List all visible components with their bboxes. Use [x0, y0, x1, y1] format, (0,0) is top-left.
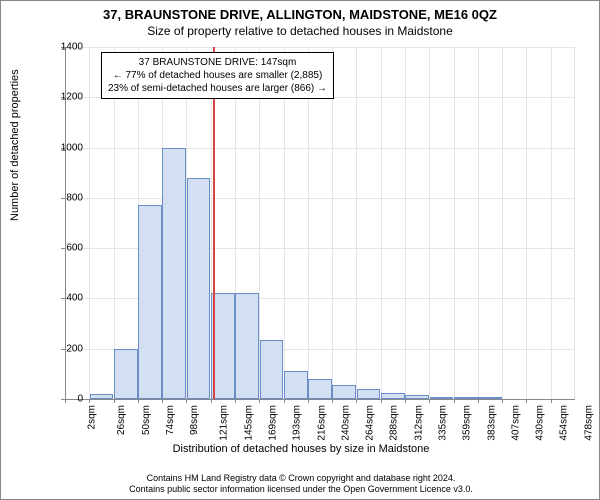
y-tick-label: 1200	[61, 92, 83, 103]
x-tick-label: 312sqm	[413, 405, 424, 441]
histogram-bar	[162, 148, 186, 399]
info-line: 37 BRAUNSTONE DRIVE: 147sqm	[108, 56, 327, 69]
x-tick-label: 454sqm	[559, 405, 570, 441]
info-line: 23% of semi-detached houses are larger (…	[108, 82, 327, 95]
y-tick-label: 200	[66, 343, 83, 354]
info-box: 37 BRAUNSTONE DRIVE: 147sqm← 77% of deta…	[101, 52, 334, 99]
x-tick-label: 216sqm	[316, 405, 327, 441]
histogram-bar	[260, 340, 284, 399]
x-tick-label: 145sqm	[243, 405, 254, 441]
x-tick-label: 240sqm	[340, 405, 351, 441]
footer-attribution: Contains HM Land Registry data © Crown c…	[1, 473, 600, 496]
x-tick-label: 50sqm	[141, 405, 152, 435]
x-tick-label: 383sqm	[486, 405, 497, 441]
histogram-bar	[138, 205, 162, 399]
histogram-bar	[357, 389, 381, 399]
y-tick-label: 0	[77, 394, 83, 405]
x-tick-label: 430sqm	[535, 405, 546, 441]
y-axis-label: Number of detached properties	[9, 69, 21, 221]
x-tick-label: 407sqm	[510, 405, 521, 441]
histogram-bar	[235, 293, 259, 399]
histogram-bar	[332, 385, 356, 399]
info-line: ← 77% of detached houses are smaller (2,…	[108, 69, 327, 82]
chart-subtitle: Size of property relative to detached ho…	[1, 24, 599, 38]
histogram-bar	[114, 349, 138, 399]
x-tick-label: 121sqm	[219, 405, 230, 441]
x-tick-label: 98sqm	[189, 405, 200, 435]
chart-title: 37, BRAUNSTONE DRIVE, ALLINGTON, MAIDSTO…	[1, 7, 599, 22]
x-tick-label: 478sqm	[583, 405, 594, 441]
x-tick-label: 359sqm	[462, 405, 473, 441]
x-tick-label: 169sqm	[268, 405, 279, 441]
y-tick-label: 400	[66, 293, 83, 304]
histogram-bar	[284, 371, 308, 399]
x-tick-label: 264sqm	[365, 405, 376, 441]
y-tick-label: 600	[66, 243, 83, 254]
footer-line-2: Contains public sector information licen…	[1, 484, 600, 495]
chart-container: 37, BRAUNSTONE DRIVE, ALLINGTON, MAIDSTO…	[0, 0, 600, 500]
y-tick-label: 1000	[61, 142, 83, 153]
y-tick-label: 1400	[61, 42, 83, 53]
x-tick-label: 193sqm	[292, 405, 303, 441]
histogram-bar	[187, 178, 211, 399]
y-tick-label: 800	[66, 192, 83, 203]
footer-line-1: Contains HM Land Registry data © Crown c…	[1, 473, 600, 484]
x-tick-label: 26sqm	[116, 405, 127, 435]
x-tick-label: 74sqm	[165, 405, 176, 435]
x-tick-label: 2sqm	[86, 405, 97, 429]
histogram-bar	[308, 379, 332, 399]
marker-line	[213, 47, 215, 399]
x-tick-label: 288sqm	[389, 405, 400, 441]
x-tick-label: 335sqm	[438, 405, 449, 441]
plot-area: 37 BRAUNSTONE DRIVE: 147sqm← 77% of deta…	[65, 47, 575, 399]
x-axis-label: Distribution of detached houses by size …	[1, 443, 600, 455]
